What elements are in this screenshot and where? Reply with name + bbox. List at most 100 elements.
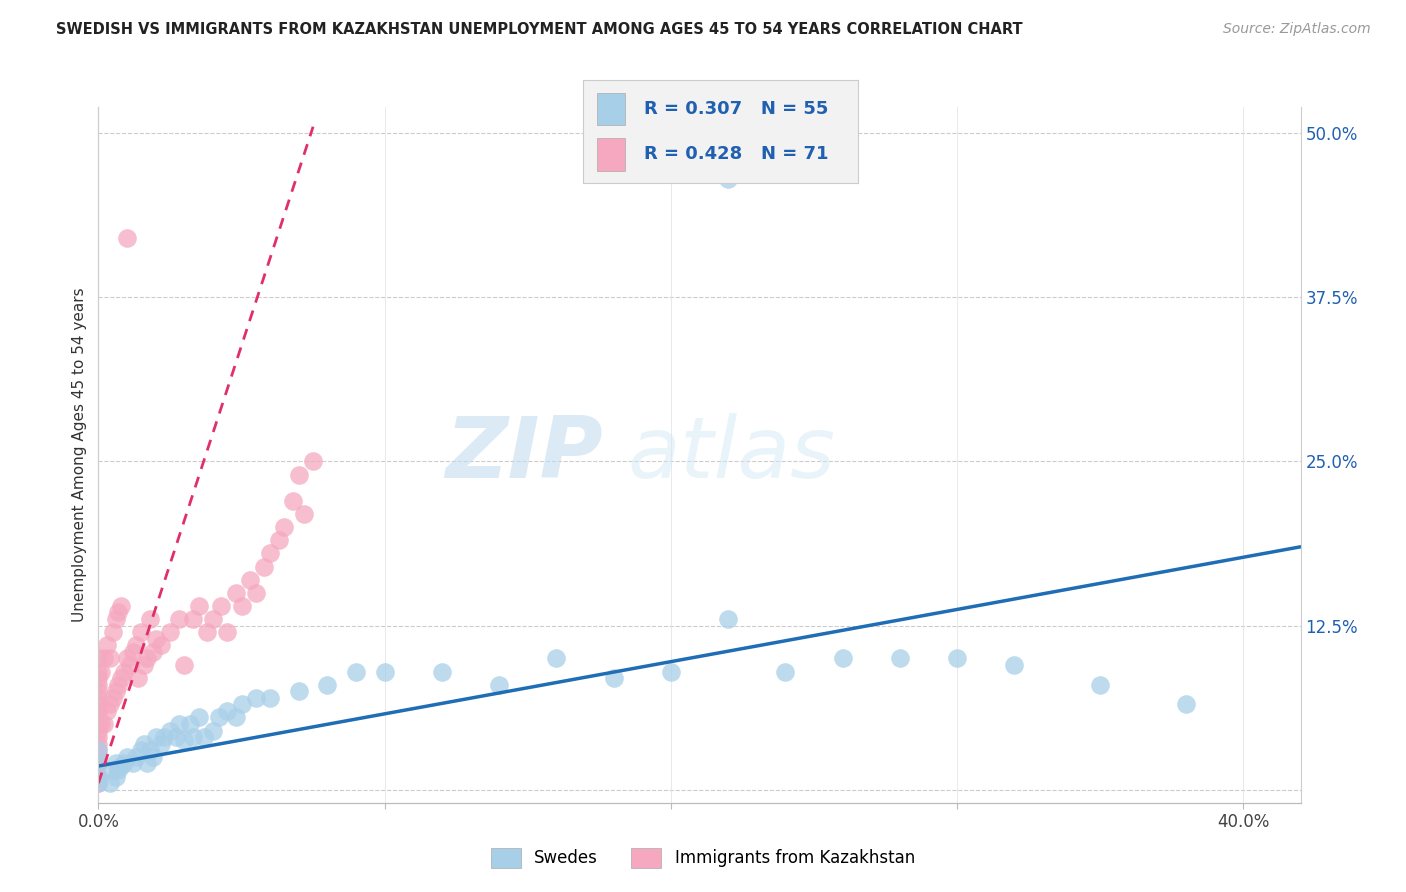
Point	[104, 770, 127, 784]
Point	[90, 665, 112, 679]
Point	[121, 756, 143, 771]
Point	[145, 632, 167, 646]
Point	[159, 723, 181, 738]
Point	[134, 737, 156, 751]
Point	[124, 749, 146, 764]
Point	[87, 665, 110, 679]
Point	[225, 586, 247, 600]
Point	[208, 710, 231, 724]
Point	[87, 717, 110, 731]
Point	[259, 546, 281, 560]
Point	[344, 665, 367, 679]
Point	[131, 743, 153, 757]
Point	[87, 710, 110, 724]
Point	[134, 657, 156, 672]
Point	[1175, 698, 1198, 712]
Point	[101, 763, 124, 777]
Point	[115, 749, 138, 764]
Point	[87, 737, 110, 751]
Point	[110, 671, 132, 685]
Point	[139, 612, 162, 626]
Point	[101, 625, 124, 640]
Point	[93, 651, 115, 665]
Point	[889, 651, 911, 665]
Text: R = 0.307   N = 55: R = 0.307 N = 55	[644, 100, 828, 118]
Point	[179, 717, 201, 731]
Point	[98, 776, 121, 790]
Point	[121, 645, 143, 659]
Point	[1002, 657, 1025, 672]
Point	[115, 651, 138, 665]
Point	[253, 559, 276, 574]
Point	[167, 717, 190, 731]
Point	[201, 723, 224, 738]
Point	[112, 665, 135, 679]
Point	[239, 573, 262, 587]
Point	[153, 730, 176, 744]
Point	[142, 645, 165, 659]
Point	[181, 730, 204, 744]
Point	[104, 756, 127, 771]
Point	[145, 730, 167, 744]
Point	[193, 730, 215, 744]
Point	[107, 606, 129, 620]
Point	[87, 651, 110, 665]
Point	[231, 698, 253, 712]
Point	[165, 730, 187, 744]
Point	[187, 599, 209, 613]
Point	[159, 625, 181, 640]
Text: ZIP: ZIP	[446, 413, 603, 497]
Point	[187, 710, 209, 724]
Text: SWEDISH VS IMMIGRANTS FROM KAZAKHSTAN UNEMPLOYMENT AMONG AGES 45 TO 54 YEARS COR: SWEDISH VS IMMIGRANTS FROM KAZAKHSTAN UN…	[56, 22, 1024, 37]
Point	[245, 690, 267, 705]
Y-axis label: Unemployment Among Ages 45 to 54 years: Unemployment Among Ages 45 to 54 years	[72, 287, 87, 623]
Point	[87, 770, 110, 784]
Bar	[598, 137, 624, 170]
Point	[101, 690, 124, 705]
Point	[167, 612, 190, 626]
Point	[136, 756, 159, 771]
Point	[659, 665, 682, 679]
Text: R = 0.428   N = 71: R = 0.428 N = 71	[644, 145, 828, 163]
Point	[245, 586, 267, 600]
Point	[946, 651, 969, 665]
Point	[142, 749, 165, 764]
Text: Source: ZipAtlas.com: Source: ZipAtlas.com	[1223, 22, 1371, 37]
Point	[87, 743, 110, 757]
Point	[87, 776, 110, 790]
Point	[90, 717, 112, 731]
Point	[96, 638, 118, 652]
Point	[118, 657, 141, 672]
Point	[217, 704, 239, 718]
Point	[87, 776, 110, 790]
Point	[231, 599, 253, 613]
Point	[281, 494, 304, 508]
Point	[1088, 678, 1111, 692]
Point	[87, 723, 110, 738]
Point	[225, 710, 247, 724]
Point	[87, 671, 110, 685]
Point	[87, 730, 110, 744]
Point	[124, 638, 146, 652]
Point	[87, 756, 110, 771]
Point	[316, 678, 339, 692]
Point	[173, 732, 195, 747]
Point	[87, 743, 110, 757]
Point	[87, 756, 110, 771]
Point	[110, 599, 132, 613]
Point	[288, 684, 311, 698]
Point	[87, 678, 110, 692]
Point	[104, 612, 127, 626]
Point	[546, 651, 568, 665]
Point	[831, 651, 853, 665]
Legend: Swedes, Immigrants from Kazakhstan: Swedes, Immigrants from Kazakhstan	[484, 841, 922, 875]
Point	[93, 717, 115, 731]
Point	[87, 770, 110, 784]
Point	[87, 698, 110, 712]
Point	[150, 638, 173, 652]
Point	[128, 671, 150, 685]
Point	[110, 759, 132, 773]
Point	[136, 651, 159, 665]
Point	[87, 749, 110, 764]
Point	[211, 599, 233, 613]
